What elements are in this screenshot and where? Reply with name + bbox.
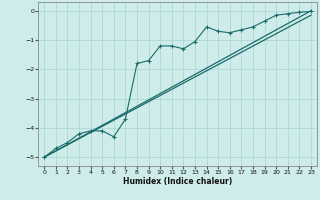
X-axis label: Humidex (Indice chaleur): Humidex (Indice chaleur) <box>123 177 232 186</box>
